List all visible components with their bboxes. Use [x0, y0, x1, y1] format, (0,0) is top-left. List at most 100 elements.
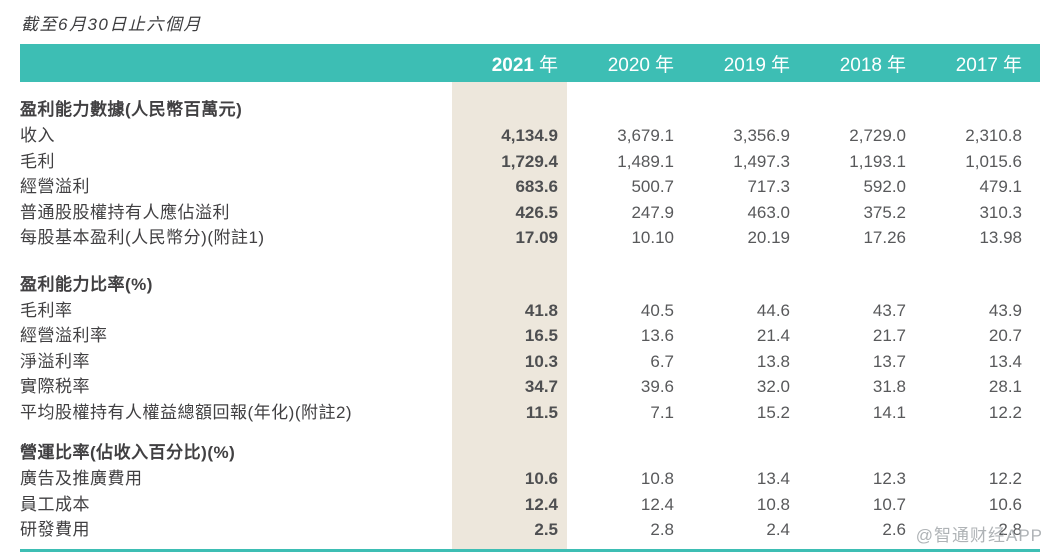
year-text: 2019	[723, 54, 766, 76]
cell-2021: 16.5	[524, 326, 558, 345]
watermark: @智通财经APP	[915, 526, 1043, 545]
cell-2018: 375.2	[863, 202, 906, 222]
table-row: 員工成本 12.4 12.4 10.8 10.7 10.6	[20, 492, 1040, 518]
cell-2019: 13.4	[756, 469, 790, 488]
cell-2021: 17.09	[515, 228, 558, 247]
cell-2018: 17.26	[863, 228, 906, 247]
cell-2018: 21.7	[872, 326, 906, 345]
cell-2017: 1,015.6	[965, 151, 1022, 171]
row-label: 收入	[20, 126, 55, 145]
column-header-2020: 2020 年	[576, 50, 692, 77]
year-suffix: 年	[538, 54, 558, 76]
page-title: 截至6月30日止六個月	[21, 15, 202, 34]
cell-2018: 43.7	[872, 300, 906, 320]
cell-2021: 41.8	[524, 300, 558, 320]
cell-2019: 20.19	[747, 228, 790, 247]
cell-2019: 1,497.3	[733, 151, 790, 171]
table-row: 研發費用 2.5 2.8 2.4 2.6 2.8	[20, 517, 1040, 543]
cell-2019: 13.8	[756, 351, 790, 371]
cell-2020: 6.7	[650, 351, 674, 371]
cell-2017: 12.2	[988, 402, 1022, 422]
cell-2019: 32.0	[756, 377, 790, 396]
table-row: 毛利率 41.8 40.5 44.6 43.7 43.9	[20, 298, 1040, 324]
cell-2021: 4,134.9	[501, 126, 558, 145]
cell-2020: 500.7	[631, 177, 674, 196]
cell-2017: 43.9	[988, 300, 1022, 320]
year-text: 2021	[491, 54, 534, 76]
cell-2021: 1,729.4	[501, 151, 558, 171]
row-label: 淨溢利率	[20, 351, 90, 371]
column-header-2018: 2018 年	[808, 50, 924, 77]
section-heading: 營運比率(佔收入百分比)(%)	[20, 443, 236, 462]
cell-2017: 2,310.8	[965, 126, 1022, 145]
table-row: 經營溢利率 16.5 13.6 21.4 21.7 20.7	[20, 323, 1040, 349]
row-label: 員工成本	[20, 494, 90, 514]
section-heading: 盈利能力比率(%)	[20, 274, 153, 294]
row-label: 平均股權持有人權益總額回報(年化)(附註2)	[20, 402, 353, 422]
row-label: 研發費用	[20, 520, 90, 539]
column-header-2021: 2021 年	[460, 50, 576, 77]
bottom-rule	[20, 549, 1040, 552]
section-profitability-data: 盈利能力數據(人民幣百萬元) 收入 4,134.9 3,679.1 3,356.…	[20, 97, 1040, 251]
column-header-2019: 2019 年	[692, 50, 808, 77]
cell-2017: 13.4	[988, 351, 1022, 371]
cell-2020: 10.10	[631, 228, 674, 247]
table-row: 廣告及推廣費用 10.6 10.8 13.4 12.3 12.2	[20, 466, 1040, 492]
cell-2018: 31.8	[872, 377, 906, 396]
cell-2020: 1,489.1	[617, 151, 674, 171]
cell-2020: 2.8	[650, 520, 674, 539]
section-operating-ratios: 營運比率(佔收入百分比)(%) 廣告及推廣費用 10.6 10.8 13.4 1…	[20, 440, 1040, 543]
year-text: 2017	[955, 54, 998, 76]
table-header-bar: 2021 年 2020 年 2019 年 2018 年 2017 年	[20, 44, 1040, 82]
cell-2018: 1,193.1	[849, 151, 906, 171]
cell-2017: 2.8	[998, 520, 1022, 539]
table-row: 實際税率 34.7 39.6 32.0 31.8 28.1	[20, 374, 1040, 400]
table-row: 毛利 1,729.4 1,489.1 1,497.3 1,193.1 1,015…	[20, 149, 1040, 175]
row-label: 每股基本盈利(人民幣分)(附註1)	[20, 228, 265, 247]
year-suffix: 年	[886, 54, 906, 76]
cell-2017: 479.1	[979, 177, 1022, 196]
cell-2019: 2.4	[766, 520, 790, 539]
cell-2018: 14.1	[872, 402, 906, 422]
row-label: 毛利	[20, 151, 55, 171]
cell-2021: 683.6	[515, 177, 558, 196]
year-suffix: 年	[1002, 54, 1022, 76]
row-label: 廣告及推廣費用	[20, 469, 143, 488]
table-row: 收入 4,134.9 3,679.1 3,356.9 2,729.0 2,310…	[20, 123, 1040, 149]
cell-2017: 20.7	[988, 326, 1022, 345]
row-label: 經營溢利	[20, 177, 90, 196]
year-suffix: 年	[770, 54, 790, 76]
cell-2019: 463.0	[747, 202, 790, 222]
cell-2021: 11.5	[525, 402, 558, 422]
cell-2017: 310.3	[979, 202, 1022, 222]
cell-2020: 7.1	[650, 402, 674, 422]
table-row: 淨溢利率 10.3 6.7 13.8 13.7 13.4	[20, 349, 1040, 375]
table-row: 平均股權持有人權益總額回報(年化)(附註2) 11.5 7.1 15.2 14.…	[20, 400, 1040, 426]
cell-2017: 12.2	[988, 469, 1022, 488]
year-text: 2018	[839, 54, 882, 76]
table-row: 每股基本盈利(人民幣分)(附註1) 17.09 10.10 20.19 17.2…	[20, 225, 1040, 251]
section-heading: 盈利能力數據(人民幣百萬元)	[20, 100, 243, 119]
cell-2020: 12.4	[640, 494, 674, 514]
row-label: 經營溢利率	[20, 326, 108, 345]
cell-2018: 2.6	[882, 520, 906, 539]
cell-2018: 13.7	[872, 351, 906, 371]
row-label: 毛利率	[20, 300, 73, 320]
cell-2019: 10.8	[756, 494, 790, 514]
highlight-column-background	[452, 82, 567, 549]
cell-2020: 10.8	[640, 469, 674, 488]
cell-2018: 10.7	[872, 494, 906, 514]
cell-2019: 717.3	[747, 177, 790, 196]
cell-2020: 40.5	[640, 300, 674, 320]
cell-2020: 247.9	[631, 202, 674, 222]
cell-2020: 3,679.1	[617, 126, 674, 145]
year-text: 2020	[607, 54, 650, 76]
cell-2020: 13.6	[640, 326, 674, 345]
cell-2020: 39.6	[640, 377, 674, 396]
section-profitability-ratios: 盈利能力比率(%) 毛利率 41.8 40.5 44.6 43.7 43.9 經…	[20, 272, 1040, 426]
cell-2019: 44.6	[756, 300, 790, 320]
table-row: 經營溢利 683.6 500.7 717.3 592.0 479.1	[20, 174, 1040, 200]
row-label: 普通股股權持有人應佔溢利	[20, 202, 230, 222]
cell-2021: 10.6	[524, 469, 558, 488]
